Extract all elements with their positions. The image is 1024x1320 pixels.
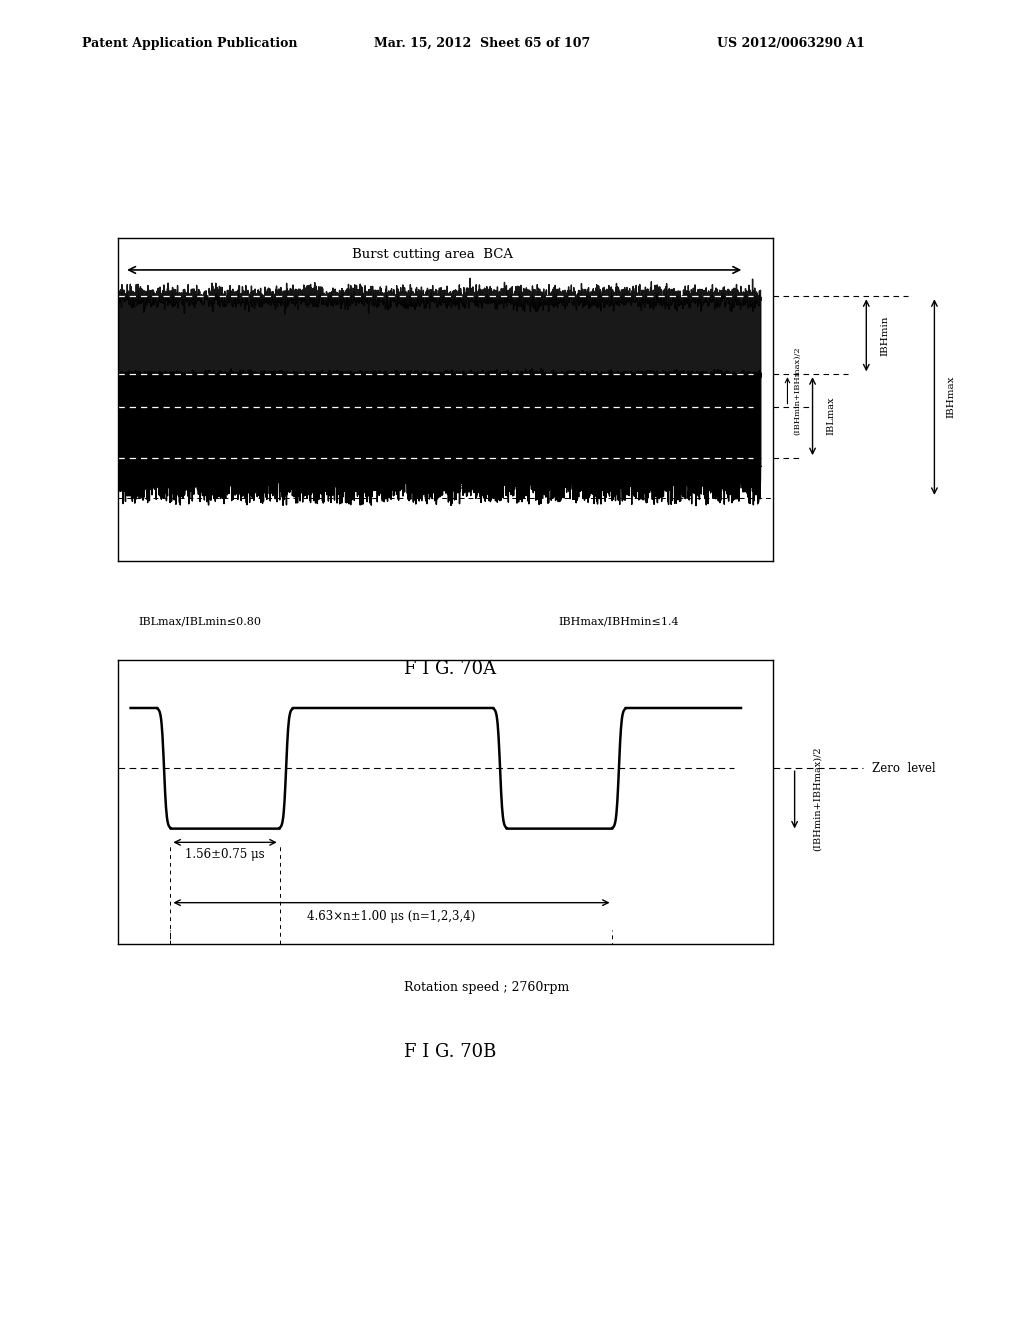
Text: (IBHmin+IBHmax)/2: (IBHmin+IBHmax)/2 — [813, 746, 821, 851]
Text: IBLmax: IBLmax — [827, 397, 836, 436]
Text: Burst cutting area  BCA: Burst cutting area BCA — [352, 248, 513, 261]
Text: F I G. 70B: F I G. 70B — [404, 1043, 497, 1061]
Text: Mar. 15, 2012  Sheet 65 of 107: Mar. 15, 2012 Sheet 65 of 107 — [374, 37, 590, 50]
Text: (IBHmin+IBHmax)/2: (IBHmin+IBHmax)/2 — [793, 346, 801, 434]
Text: IBHmin: IBHmin — [881, 315, 890, 355]
Text: IBHmax/IBHmin≤1.4: IBHmax/IBHmin≤1.4 — [558, 616, 679, 627]
Text: Zero  level: Zero level — [871, 762, 935, 775]
Text: US 2012/0063290 A1: US 2012/0063290 A1 — [717, 37, 864, 50]
Text: IBLmax/IBLmin≤0.80: IBLmax/IBLmin≤0.80 — [138, 616, 261, 627]
Text: Rotation speed ; 2760rpm: Rotation speed ; 2760rpm — [403, 981, 569, 994]
Text: Zero  level: Zero level — [420, 479, 483, 492]
Text: IBHmax: IBHmax — [947, 376, 956, 418]
Text: 4.63×n±1.00 μs (n=1,2,3,4): 4.63×n±1.00 μs (n=1,2,3,4) — [307, 909, 476, 923]
Text: 1.56±0.75 μs: 1.56±0.75 μs — [185, 847, 265, 861]
Text: Patent Application Publication: Patent Application Publication — [82, 37, 297, 50]
Text: F I G. 70A: F I G. 70A — [404, 660, 497, 678]
